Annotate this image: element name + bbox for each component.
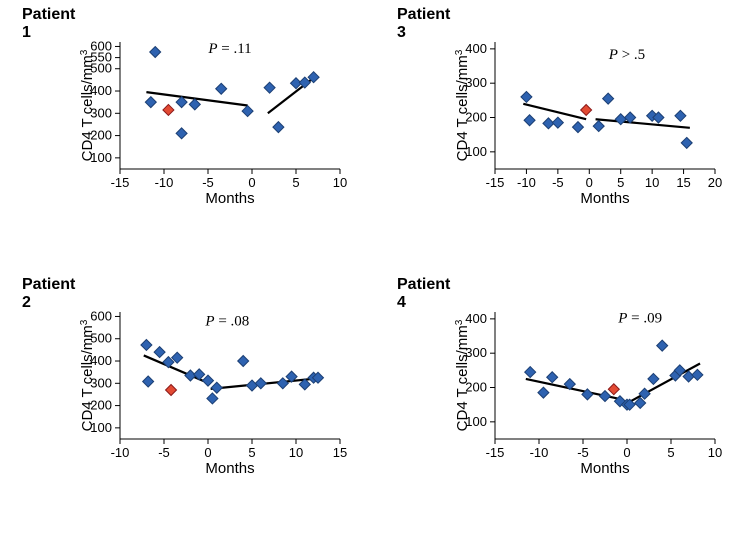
x-tick-label: 10 — [289, 445, 303, 460]
plot-3: -15-10-505101520100200300400MonthsCD4 T … — [455, 32, 725, 207]
data-point — [525, 367, 536, 378]
y-axis-label: CD4 T cells/mm3 — [80, 319, 96, 431]
data-point — [242, 106, 253, 117]
trend-line — [523, 104, 586, 119]
trend-line — [596, 119, 690, 128]
data-point — [552, 117, 563, 128]
y-axis-label: CD4 T cells/mm3 — [455, 319, 471, 431]
x-tick-label: 20 — [708, 175, 722, 190]
data-point — [273, 122, 284, 133]
x-tick-label: 5 — [292, 175, 299, 190]
chart-svg: -15-10-50510100200300400500550600MonthsC… — [80, 32, 350, 207]
p-value-label: P > .5 — [608, 47, 645, 63]
data-point — [207, 393, 218, 404]
x-tick-label: -5 — [552, 175, 564, 190]
y-axis-label: CD4 T cells/mm3 — [455, 49, 471, 161]
data-point — [538, 387, 549, 398]
panel-title-3: Patient 3 — [397, 6, 450, 42]
x-tick-label: 10 — [333, 175, 347, 190]
data-point — [264, 82, 275, 93]
data-point — [176, 128, 187, 139]
data-point — [657, 340, 668, 351]
data-point — [216, 83, 227, 94]
y-tick-label: 400 — [465, 41, 487, 56]
x-tick-label: 0 — [623, 445, 630, 460]
x-tick-label: -15 — [111, 175, 130, 190]
y-tick-label: 600 — [90, 38, 112, 53]
y-tick-label: 400 — [465, 311, 487, 326]
x-tick-label: 10 — [645, 175, 659, 190]
chart-svg: -15-10-50510100200300400MonthsCD4 T cell… — [455, 302, 725, 477]
trend-line — [624, 363, 700, 404]
data-point — [524, 115, 535, 126]
data-point-highlight — [166, 384, 177, 395]
y-tick-label: 600 — [90, 308, 112, 323]
plot-2: -10-5051015100200300400500600MonthsCD4 T… — [80, 302, 350, 477]
data-point — [547, 372, 558, 383]
data-point — [277, 378, 288, 389]
data-point-highlight — [581, 104, 592, 115]
plot-1: -15-10-50510100200300400500550600MonthsC… — [80, 32, 350, 207]
x-tick-label: 5 — [617, 175, 624, 190]
panel-title-4: Patient 4 — [397, 276, 450, 312]
x-tick-label: -10 — [111, 445, 130, 460]
data-point — [675, 110, 686, 121]
data-point — [521, 91, 532, 102]
x-axis-label: Months — [205, 190, 254, 207]
data-point — [189, 99, 200, 110]
data-point — [255, 378, 266, 389]
p-value-label: P = .09 — [617, 310, 662, 326]
data-point-highlight — [608, 384, 619, 395]
x-tick-label: 0 — [248, 175, 255, 190]
x-axis-label: Months — [580, 460, 629, 477]
data-point — [593, 121, 604, 132]
data-point — [681, 137, 692, 148]
p-value-label: P = .08 — [204, 313, 249, 329]
data-point-highlight — [163, 104, 174, 115]
data-point — [211, 382, 222, 393]
data-point — [143, 376, 154, 387]
x-tick-label: 10 — [708, 445, 722, 460]
chart-svg: -15-10-505101520100200300400MonthsCD4 T … — [455, 32, 725, 207]
data-point — [154, 347, 165, 358]
data-point — [247, 380, 258, 391]
data-point — [238, 356, 249, 367]
figure-root: { "layout": { "panels": [ { "id": "p1", … — [0, 0, 751, 539]
data-point — [543, 118, 554, 129]
data-point — [150, 47, 161, 58]
x-tick-label: -5 — [577, 445, 589, 460]
x-tick-label: -15 — [486, 445, 505, 460]
x-tick-label: 5 — [248, 445, 255, 460]
data-point — [615, 114, 626, 125]
panel-title-2: Patient 2 — [22, 276, 75, 312]
x-tick-label: 0 — [586, 175, 593, 190]
x-tick-label: 0 — [204, 445, 211, 460]
data-point — [600, 391, 611, 402]
data-point — [603, 93, 614, 104]
x-tick-label: 15 — [676, 175, 690, 190]
x-tick-label: -5 — [158, 445, 170, 460]
data-point — [141, 339, 152, 350]
data-point — [648, 373, 659, 384]
data-point — [572, 122, 583, 133]
x-axis-label: Months — [580, 190, 629, 207]
y-axis-label: CD4 T cells/mm3 — [80, 49, 96, 161]
x-tick-label: 15 — [333, 445, 347, 460]
x-tick-label: -5 — [202, 175, 214, 190]
x-tick-label: 5 — [667, 445, 674, 460]
panel-title-1: Patient 1 — [22, 6, 75, 42]
x-tick-label: -10 — [530, 445, 549, 460]
x-tick-label: -15 — [486, 175, 505, 190]
p-value-label: P = .11 — [207, 41, 251, 57]
x-tick-label: -10 — [155, 175, 174, 190]
data-point — [145, 97, 156, 108]
data-point — [203, 375, 214, 386]
x-tick-label: -10 — [517, 175, 536, 190]
data-point — [692, 369, 703, 380]
x-axis-label: Months — [205, 460, 254, 477]
chart-svg: -10-5051015100200300400500600MonthsCD4 T… — [80, 302, 350, 477]
plot-4: -15-10-50510100200300400MonthsCD4 T cell… — [455, 302, 725, 477]
